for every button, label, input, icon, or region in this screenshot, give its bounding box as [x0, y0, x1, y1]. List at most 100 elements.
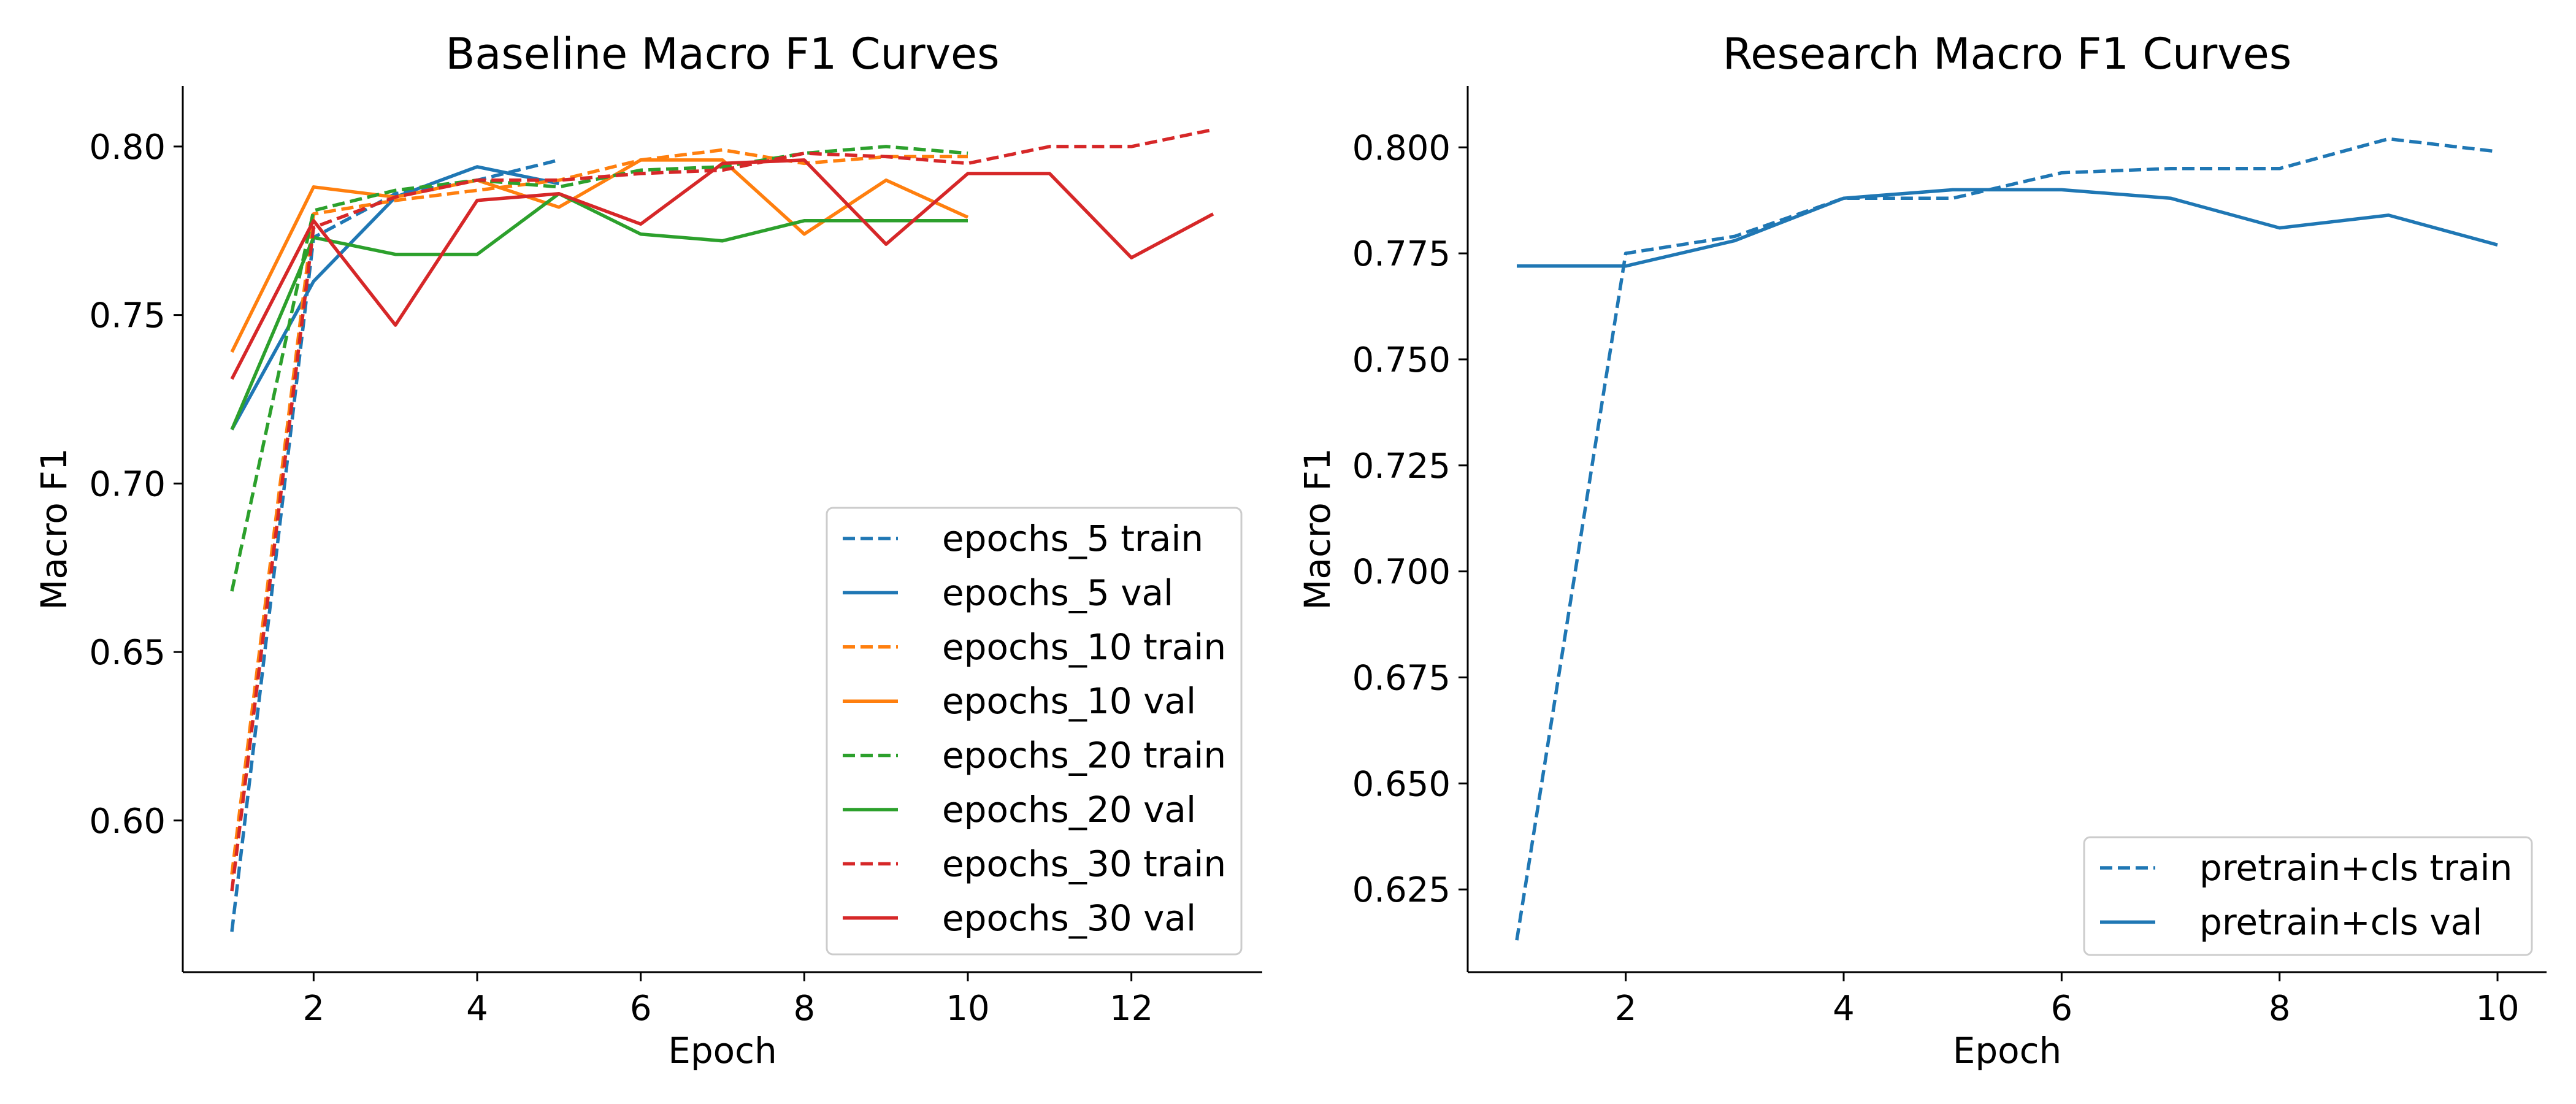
y-tick-label: 0.60	[89, 802, 166, 841]
data-point	[1624, 251, 1628, 255]
data-point	[2496, 150, 2499, 153]
data-point	[557, 205, 561, 209]
y-axis-label: Macro F1	[1297, 448, 1338, 610]
data-point	[2169, 196, 2172, 200]
data-point	[884, 242, 888, 246]
y-tick-label: 0.70	[89, 464, 166, 504]
x-tick-label: 8	[794, 989, 816, 1029]
chart-title: Baseline Macro F1 Curves	[445, 29, 999, 79]
y-tick-label: 0.650	[1352, 764, 1451, 804]
data-point	[1733, 239, 1736, 242]
series-line-epochs-10-train	[230, 148, 968, 875]
data-point	[1515, 938, 1519, 942]
data-point	[475, 199, 479, 202]
y-tick-label: 0.750	[1352, 340, 1451, 380]
x-axis-label: Epoch	[668, 1030, 777, 1071]
data-point	[557, 158, 561, 162]
y-tick-label: 0.75	[89, 296, 166, 336]
data-point	[1842, 196, 1846, 200]
y-tick-label: 0.80	[89, 128, 166, 167]
data-point	[966, 172, 970, 175]
data-point	[802, 219, 806, 223]
data-point	[1951, 196, 1955, 200]
data-point	[966, 161, 970, 165]
x-axis-label: Epoch	[1953, 1030, 2062, 1071]
data-point	[721, 168, 724, 172]
legend-entry-label: epochs_20 val	[942, 789, 1196, 830]
data-point	[230, 589, 234, 593]
y-tick-label: 0.725	[1352, 447, 1451, 486]
legend-box	[2083, 836, 2533, 956]
data-point	[1048, 145, 1051, 148]
data-point	[721, 148, 724, 151]
x-tick-label: 2	[1615, 989, 1637, 1029]
y-tick-label: 0.800	[1352, 128, 1451, 168]
legend-entry-label: pretrain+cls val	[2199, 901, 2482, 943]
data-point	[1211, 212, 1215, 216]
data-point	[557, 192, 561, 196]
series-line-pretrain-cls-train	[1515, 137, 2498, 941]
data-point	[802, 232, 806, 236]
data-point	[1624, 264, 1628, 268]
data-point	[2278, 167, 2282, 171]
series-line-epochs-30-val	[230, 158, 1214, 380]
data-point	[230, 889, 234, 893]
x-tick-label: 6	[630, 989, 652, 1029]
data-point	[966, 155, 970, 158]
baseline-chart-panel: Baseline Macro F1 Curves 2 4 6 8 10 12 0.60 0.65…	[33, 29, 1262, 1071]
data-point	[557, 185, 561, 189]
data-point	[639, 168, 643, 172]
data-point	[394, 195, 397, 199]
data-point	[230, 350, 234, 354]
legend-entry-label: epochs_5 val	[942, 572, 1173, 613]
data-point	[884, 219, 888, 223]
data-point	[2060, 171, 2063, 175]
data-point	[639, 172, 643, 175]
data-point	[312, 219, 315, 223]
data-point	[639, 222, 643, 226]
x-tick-label: 2	[303, 989, 325, 1029]
data-point	[557, 182, 561, 185]
data-point	[2496, 243, 2499, 247]
data-point	[639, 158, 643, 162]
data-point	[475, 178, 479, 182]
data-point	[2278, 226, 2282, 230]
y-axis-label: Macro F1	[33, 448, 75, 610]
data-point	[2060, 188, 2063, 191]
data-point	[312, 185, 315, 189]
x-tick-label: 4	[466, 989, 488, 1029]
data-point	[721, 239, 724, 243]
data-point	[557, 178, 561, 182]
data-point	[966, 219, 970, 223]
data-point	[312, 280, 315, 283]
x-tick-label: 12	[1110, 989, 1153, 1029]
data-point	[884, 155, 888, 158]
y-tick-label: 0.675	[1352, 658, 1451, 698]
data-point	[230, 427, 234, 431]
legend-entry-label: epochs_30 val	[942, 897, 1196, 939]
series-line-epochs-5-train	[230, 158, 559, 932]
data-point	[230, 377, 234, 381]
series-line-pretrain-cls-val	[1517, 188, 2498, 268]
chart-title: Research Macro F1 Curves	[1723, 29, 2291, 79]
y-tick-label: 0.625	[1352, 870, 1451, 910]
data-point	[2169, 167, 2172, 171]
data-point	[1211, 128, 1215, 131]
x-tick-label: 10	[946, 989, 989, 1029]
data-point	[2386, 137, 2390, 140]
x-tick-label: 6	[2051, 989, 2073, 1029]
legend-entry-label: epochs_10 val	[942, 680, 1196, 722]
research-chart-panel: Research Macro F1 Curves 2 4 6 8 10 0.625 0.650…	[1297, 29, 2547, 1071]
data-point	[884, 178, 888, 182]
data-point	[1048, 172, 1051, 175]
data-point	[802, 151, 806, 155]
data-point	[475, 188, 479, 192]
legend-entry-label: epochs_5 train	[942, 518, 1203, 559]
data-point	[1130, 256, 1133, 259]
data-point	[1951, 188, 1955, 191]
data-point	[966, 151, 970, 155]
data-point	[230, 930, 234, 933]
data-point	[475, 253, 479, 256]
series-line-epochs-10-val	[230, 158, 969, 353]
